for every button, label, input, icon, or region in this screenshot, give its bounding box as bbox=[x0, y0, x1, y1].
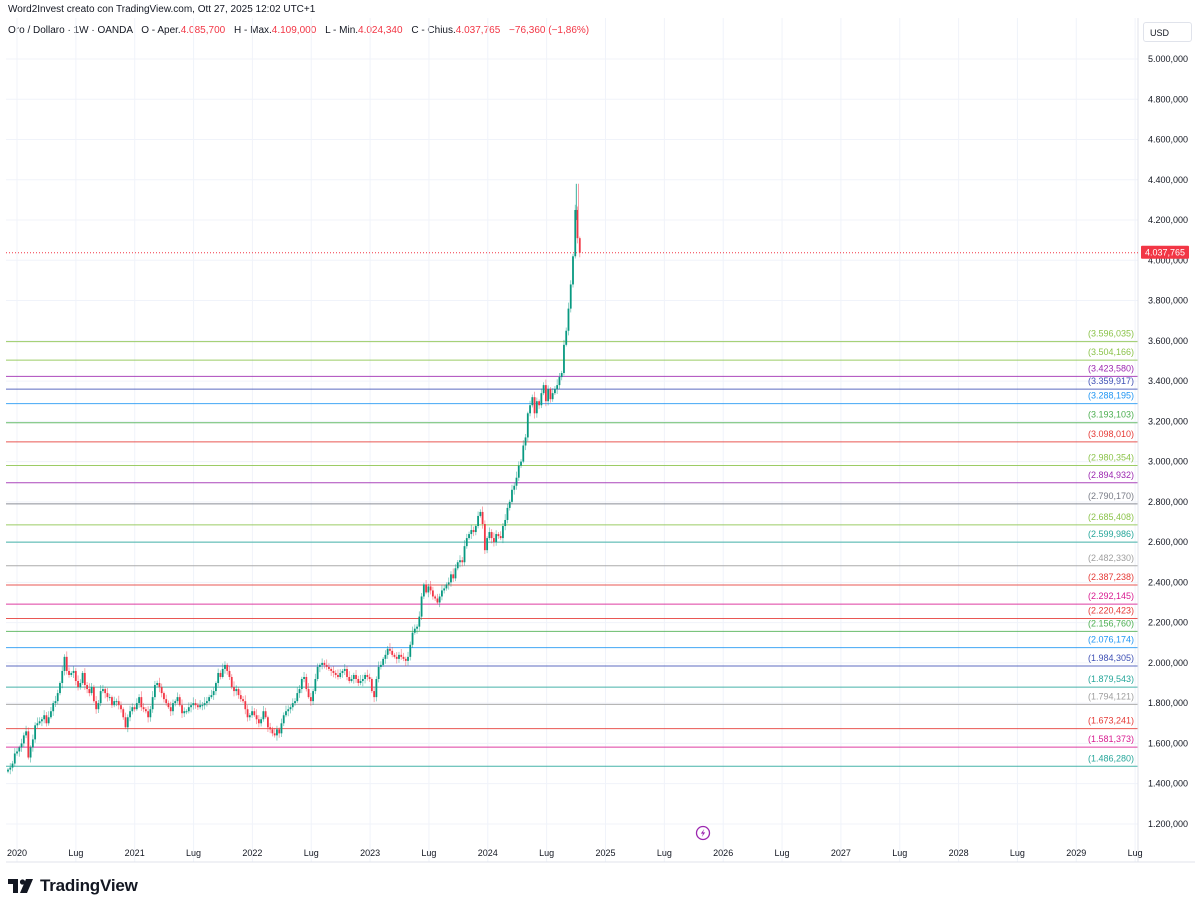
level-label: (1.984,305) bbox=[1088, 653, 1134, 663]
time-tick-label: 2029 bbox=[1066, 848, 1086, 858]
time-tick-label: Lug bbox=[68, 848, 83, 858]
time-axis[interactable]: 2020 Lug 2021 Lug 2022 Lug 2023 Lug 2024 Lug 2025 L… bbox=[7, 848, 1143, 858]
time-tick-label: 2025 bbox=[595, 848, 615, 858]
time-tick-label: Lug bbox=[421, 848, 436, 858]
price-tick-label: 4.200,000 bbox=[1148, 215, 1188, 225]
high-value: 4.109,000 bbox=[271, 25, 317, 36]
price-tick-label: 2.800,000 bbox=[1148, 497, 1188, 507]
price-tick-label: 3.200,000 bbox=[1148, 416, 1188, 426]
price-tick-label: 3.800,000 bbox=[1148, 296, 1188, 306]
time-tick-label: 2027 bbox=[831, 848, 851, 858]
time-tick-label: 2028 bbox=[949, 848, 969, 858]
price-tick-label: 3.000,000 bbox=[1148, 457, 1188, 467]
level-label: (2.685,408) bbox=[1088, 512, 1134, 522]
price-tick-label: 3.400,000 bbox=[1148, 376, 1188, 386]
level-label: (3.423,580) bbox=[1088, 363, 1134, 373]
time-tick-label: Lug bbox=[186, 848, 201, 858]
close-label: C - Chius. bbox=[411, 25, 456, 36]
level-label: (2.387,238) bbox=[1088, 572, 1134, 582]
horizontal-levels: (3.596,035) (3.504,166) (3.423,580) (3.359,… bbox=[6, 329, 1138, 767]
last-price-marker: 4.037,765 bbox=[6, 245, 1189, 259]
time-tick-label: Lug bbox=[539, 848, 554, 858]
time-tick-label: 2023 bbox=[360, 848, 380, 858]
time-tick-label: 2021 bbox=[125, 848, 145, 858]
price-axis[interactable]: 5.000,000 4.800,000 4.600,000 4.400,000 4.20… bbox=[1148, 54, 1188, 829]
level-label: (3.596,035) bbox=[1088, 329, 1134, 339]
tradingview-logo[interactable]: TradingView bbox=[8, 876, 138, 896]
time-tick-label: Lug bbox=[1128, 848, 1143, 858]
tradingview-logo-text: TradingView bbox=[40, 876, 138, 895]
symbol-title[interactable]: Oro / Dollaro · 1W · OANDA bbox=[8, 25, 133, 36]
level-label: (2.220,423) bbox=[1088, 606, 1134, 616]
level-label: (3.288,195) bbox=[1088, 391, 1134, 401]
price-tick-label: 4.600,000 bbox=[1148, 135, 1188, 145]
open-value: 4.085,700 bbox=[180, 25, 226, 36]
time-tick-label: 2026 bbox=[713, 848, 733, 858]
time-tick-label: 2024 bbox=[478, 848, 498, 858]
level-label: (1.794,121) bbox=[1088, 691, 1134, 701]
level-label: (1.879,543) bbox=[1088, 674, 1134, 684]
time-tick-label: Lug bbox=[304, 848, 319, 858]
time-tick-label: Lug bbox=[657, 848, 672, 858]
price-tick-label: 1.200,000 bbox=[1148, 819, 1188, 829]
time-tick-label: 2022 bbox=[242, 848, 262, 858]
chart-attribution: Word2Invest creato con TradingView.com, … bbox=[8, 4, 316, 15]
time-tick-label: Lug bbox=[892, 848, 907, 858]
price-tick-label: 1.400,000 bbox=[1148, 779, 1188, 789]
level-label: (3.359,917) bbox=[1088, 376, 1134, 386]
price-tick-label: 2.400,000 bbox=[1148, 577, 1188, 587]
event-marker[interactable] bbox=[695, 825, 711, 841]
tradingview-logo-icon bbox=[8, 879, 33, 893]
level-label: (2.599,986) bbox=[1088, 529, 1134, 539]
last-price-label: 4.037,765 bbox=[1145, 248, 1185, 258]
low-label: L - Min. bbox=[325, 25, 359, 36]
level-label: (2.894,932) bbox=[1088, 470, 1134, 480]
price-tick-label: 2.000,000 bbox=[1148, 658, 1188, 668]
price-tick-label: 2.200,000 bbox=[1148, 618, 1188, 628]
price-tick-label: 5.000,000 bbox=[1148, 54, 1188, 64]
change-value: −76,360 (−1,86%) bbox=[509, 25, 590, 36]
price-tick-label: 4.400,000 bbox=[1148, 175, 1188, 185]
price-tick-label: 1.600,000 bbox=[1148, 738, 1188, 748]
level-label: (1.673,241) bbox=[1088, 716, 1134, 726]
price-tick-label: 2.600,000 bbox=[1148, 537, 1188, 547]
time-tick-label: 2020 bbox=[7, 848, 27, 858]
price-chart[interactable]: (3.596,035) (3.504,166) (3.423,580) (3.359,… bbox=[0, 0, 1200, 870]
price-tick-label: 4.800,000 bbox=[1148, 94, 1188, 104]
price-tick-label: 1.800,000 bbox=[1148, 698, 1188, 708]
price-tick-label: 4.000,000 bbox=[1148, 255, 1188, 265]
level-label: (2.980,354) bbox=[1088, 453, 1134, 463]
time-tick-label: Lug bbox=[1010, 848, 1025, 858]
level-label: (3.193,103) bbox=[1088, 410, 1134, 420]
chart-grid bbox=[6, 18, 1138, 862]
currency-button[interactable]: USD bbox=[1143, 22, 1192, 42]
price-tick-label: 3.600,000 bbox=[1148, 336, 1188, 346]
level-label: (3.504,166) bbox=[1088, 347, 1134, 357]
open-label: O - Aper. bbox=[141, 25, 181, 36]
level-label: (1.486,280) bbox=[1088, 753, 1134, 763]
candlestick-series bbox=[7, 183, 581, 775]
close-value: 4.037,765 bbox=[455, 25, 501, 36]
time-tick-label: Lug bbox=[775, 848, 790, 858]
level-label: (1.581,373) bbox=[1088, 734, 1134, 744]
level-label: (2.076,174) bbox=[1088, 635, 1134, 645]
level-label: (2.156,760) bbox=[1088, 618, 1134, 628]
level-label: (2.482,330) bbox=[1088, 553, 1134, 563]
level-label: (2.790,170) bbox=[1088, 491, 1134, 501]
level-label: (2.292,145) bbox=[1088, 591, 1134, 601]
low-value: 4.024,340 bbox=[358, 25, 403, 36]
level-label: (3.098,010) bbox=[1088, 429, 1134, 439]
